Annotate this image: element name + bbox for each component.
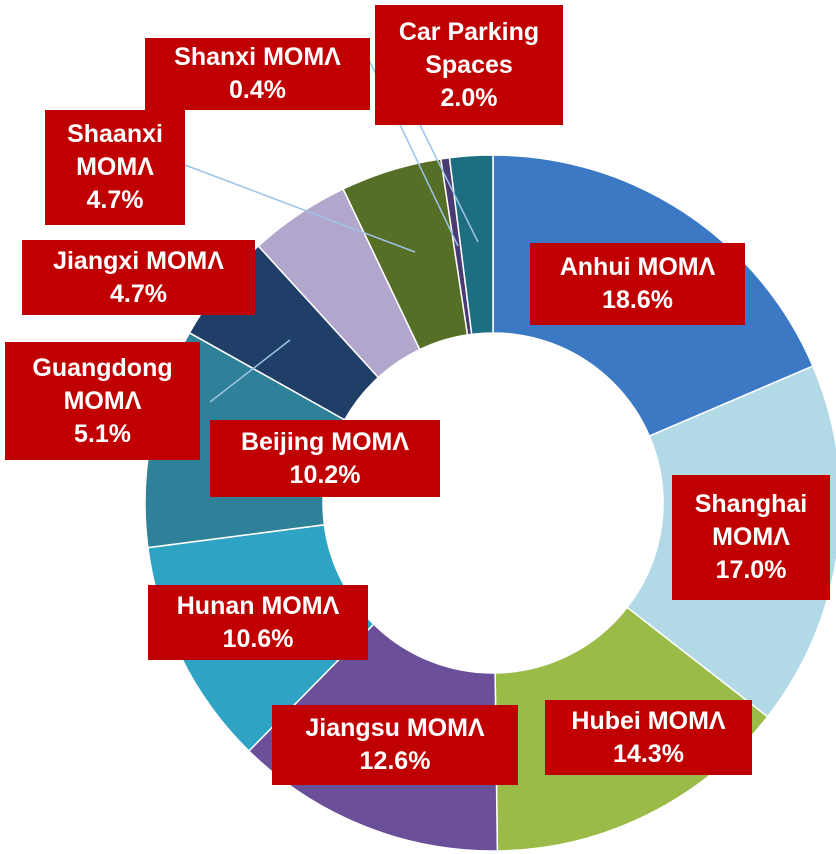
category-label: Jiangsu MOMΛ [305,714,485,742]
category-label: Shaanxi MOMΛ [67,120,163,181]
data-label: Hubei MOMΛ 14.3% [545,700,752,775]
leader-line [419,124,479,243]
data-label: Shanghai MOMΛ 17.0% [672,475,830,600]
category-label: Beijing MOMΛ [240,427,410,456]
data-label: Anhui MOMΛ 18.6% [530,243,745,325]
leader-line [209,339,291,403]
value-label: 18.6% [602,286,673,314]
slice [448,154,494,336]
value-label: 14.3% [613,739,684,768]
leader-line [184,164,416,253]
data-label: Jiangxi MOMΛ 4.7% [22,240,255,315]
category-label: Jiangxi MOMΛ [53,246,224,275]
value-label: 10.6% [222,624,294,653]
value-label: 2.0% [440,83,498,112]
value-label: 10.2% [289,460,361,489]
data-label: Shaanxi MOMΛ 4.7% [45,110,185,225]
data-label: Hunan MOMΛ 10.6% [148,585,368,660]
data-label: Shanxi MOMΛ 0.4% [145,38,370,110]
data-label: Jiangsu MOMΛ 12.6% [272,705,518,785]
category-label: Shanxi MOMΛ [174,43,341,71]
value-label: 5.1% [74,419,131,448]
data-label: Beijing MOMΛ 10.2% [210,420,440,497]
category-label: Guangdong MOMΛ [32,353,173,415]
category-label: Shanghai MOMΛ [694,490,808,551]
value-label: 12.6% [359,747,431,775]
value-label: 0.4% [229,76,286,104]
category-label: Anhui MOMΛ [559,253,716,281]
value-label: 4.7% [86,186,144,214]
data-label: Car Parking Spaces 2.0% [375,5,563,125]
category-label: Hubei MOMΛ [571,706,726,735]
category-label: Car Parking Spaces [398,17,540,79]
data-label: Guangdong MOMΛ 5.1% [5,342,200,460]
value-label: 17.0% [715,556,787,584]
value-label: 4.7% [110,279,167,308]
category-label: Hunan MOMΛ [176,591,340,620]
